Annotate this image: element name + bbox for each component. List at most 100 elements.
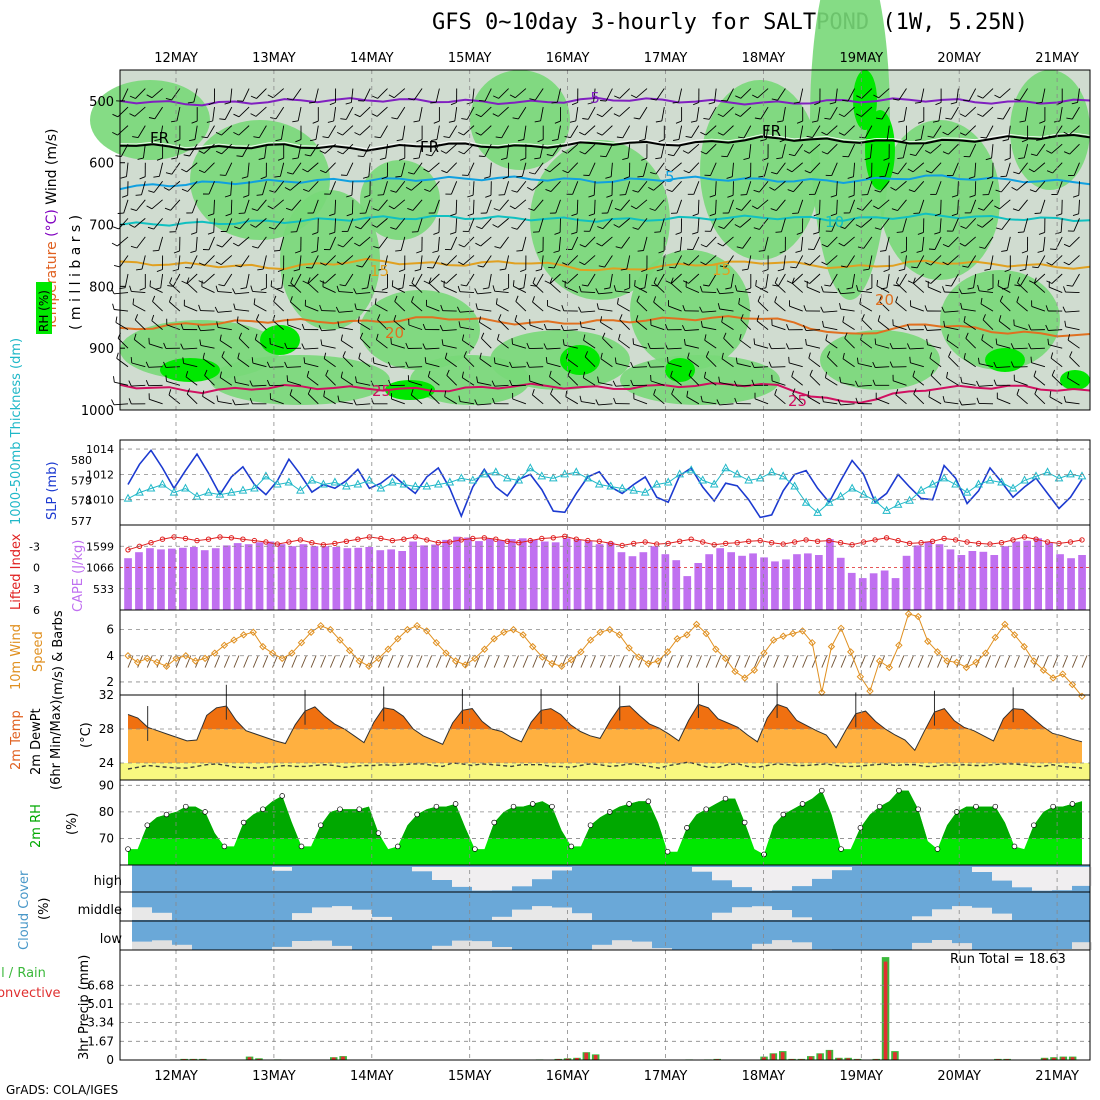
wind-barb-flag — [1062, 306, 1066, 313]
rh-tick-80: 80 — [99, 805, 114, 819]
li-marker — [435, 540, 441, 546]
wind-barb-flag — [791, 277, 795, 284]
cloud-label-low: low — [100, 932, 123, 947]
wind-barb — [367, 273, 371, 288]
wind-barb-flag — [753, 189, 760, 193]
wind-barb-flag — [409, 284, 416, 287]
upper-ylabel-part: (°C) — [44, 205, 60, 237]
wind-barb-flag — [898, 120, 905, 123]
wind-barb — [867, 181, 873, 195]
wind-barb — [982, 319, 994, 330]
wind-barb-flag — [288, 285, 295, 287]
wind-barb — [736, 384, 751, 387]
wind-barb — [848, 143, 856, 157]
cape-bar — [946, 549, 955, 610]
wind-barb — [921, 236, 925, 251]
wind-barb-flag — [1056, 102, 1063, 106]
wind10-marker — [172, 654, 180, 663]
wind-barb-flag — [250, 224, 256, 228]
cloud-high-gap — [792, 867, 812, 887]
wind-barb — [876, 285, 890, 293]
cloud-mid-gap — [312, 907, 332, 920]
wind-barb — [220, 255, 233, 265]
li-marker — [1067, 539, 1074, 545]
wind-barb — [208, 236, 215, 250]
wind-barb-flag — [968, 176, 975, 179]
wind-barb — [338, 291, 353, 293]
wind-barb-flag — [113, 376, 115, 383]
wind10-marker — [866, 687, 874, 695]
wind-barb — [979, 363, 994, 368]
wind-barb — [550, 180, 561, 192]
wind-barb — [584, 143, 596, 155]
wind-barb — [270, 285, 284, 293]
li-marker — [814, 538, 821, 544]
wind-barb — [153, 218, 163, 230]
wind-barb — [141, 181, 146, 195]
wind-barb-flag — [496, 333, 500, 340]
rh2m-marker — [664, 848, 671, 855]
wind-barb — [418, 144, 423, 158]
wind-barb — [688, 162, 700, 174]
wind-barb — [459, 310, 475, 313]
wind-barb-flag — [916, 250, 923, 253]
wind10-marker — [345, 646, 354, 655]
wind-barb — [132, 304, 146, 312]
wind-barb-flag — [198, 169, 205, 174]
pressure-tick-800: 800 — [89, 280, 114, 295]
slp-series — [127, 448, 1083, 519]
wind10-marker — [162, 662, 171, 670]
isotherm-FR — [119, 133, 1091, 152]
wind-barb-flag — [336, 131, 343, 136]
wind-barb — [618, 339, 630, 349]
wind-barb-flag — [461, 334, 465, 341]
wind-barb — [726, 88, 734, 102]
wind-barb-flag — [337, 150, 343, 155]
wind-barb-flag — [561, 280, 568, 284]
wind-barb-flag — [354, 303, 357, 310]
wind-barb-flag — [977, 284, 980, 291]
thickness-marker — [916, 485, 926, 494]
wind-barb-flag — [874, 189, 881, 193]
wind-barb — [918, 199, 925, 214]
wind-barb — [791, 376, 803, 386]
wind-barb-flag — [492, 224, 499, 228]
wind-barb-flag — [985, 157, 992, 161]
wind-barb — [722, 236, 734, 247]
wind-barb-flag — [537, 250, 544, 254]
wind-barb — [1072, 273, 1080, 287]
wind-barb — [242, 88, 250, 102]
li-marker — [780, 541, 786, 547]
wind-barb-flag — [130, 245, 137, 249]
wind-barb — [131, 384, 146, 387]
wind-barb — [774, 394, 786, 405]
wind-barb — [619, 319, 631, 330]
wind-barb — [823, 291, 838, 293]
wind-barb — [275, 106, 285, 120]
cloud-low-gap — [1072, 942, 1092, 950]
rh2m-marker — [337, 806, 343, 812]
wind-barb — [731, 162, 734, 177]
wind-barb-flag — [135, 194, 142, 196]
thickness-marker — [330, 477, 340, 486]
wind10-barb — [204, 655, 211, 668]
wind-barb-flag — [1004, 269, 1011, 273]
wind-barb — [238, 337, 250, 349]
bottom-date-20MAY: 20MAY — [937, 1069, 981, 1084]
wind10-marker — [789, 629, 797, 638]
wind-barb — [571, 236, 579, 250]
wind-barb — [411, 394, 423, 405]
wind-barb-flag — [482, 287, 489, 290]
cape-bar — [628, 556, 637, 610]
wind-barb-flag — [494, 246, 501, 249]
wind-barb — [567, 162, 579, 174]
wind-barb — [635, 320, 648, 330]
rh2m-marker — [1031, 822, 1037, 828]
wind-barb — [226, 218, 233, 232]
thickness-marker — [146, 483, 156, 492]
bottom-date-14MAY: 14MAY — [350, 1069, 394, 1084]
wind-barb — [486, 199, 492, 214]
wind-barb-flag — [846, 287, 853, 290]
wind-barb-flag — [595, 288, 599, 295]
wind-barb-flag — [1055, 231, 1062, 235]
